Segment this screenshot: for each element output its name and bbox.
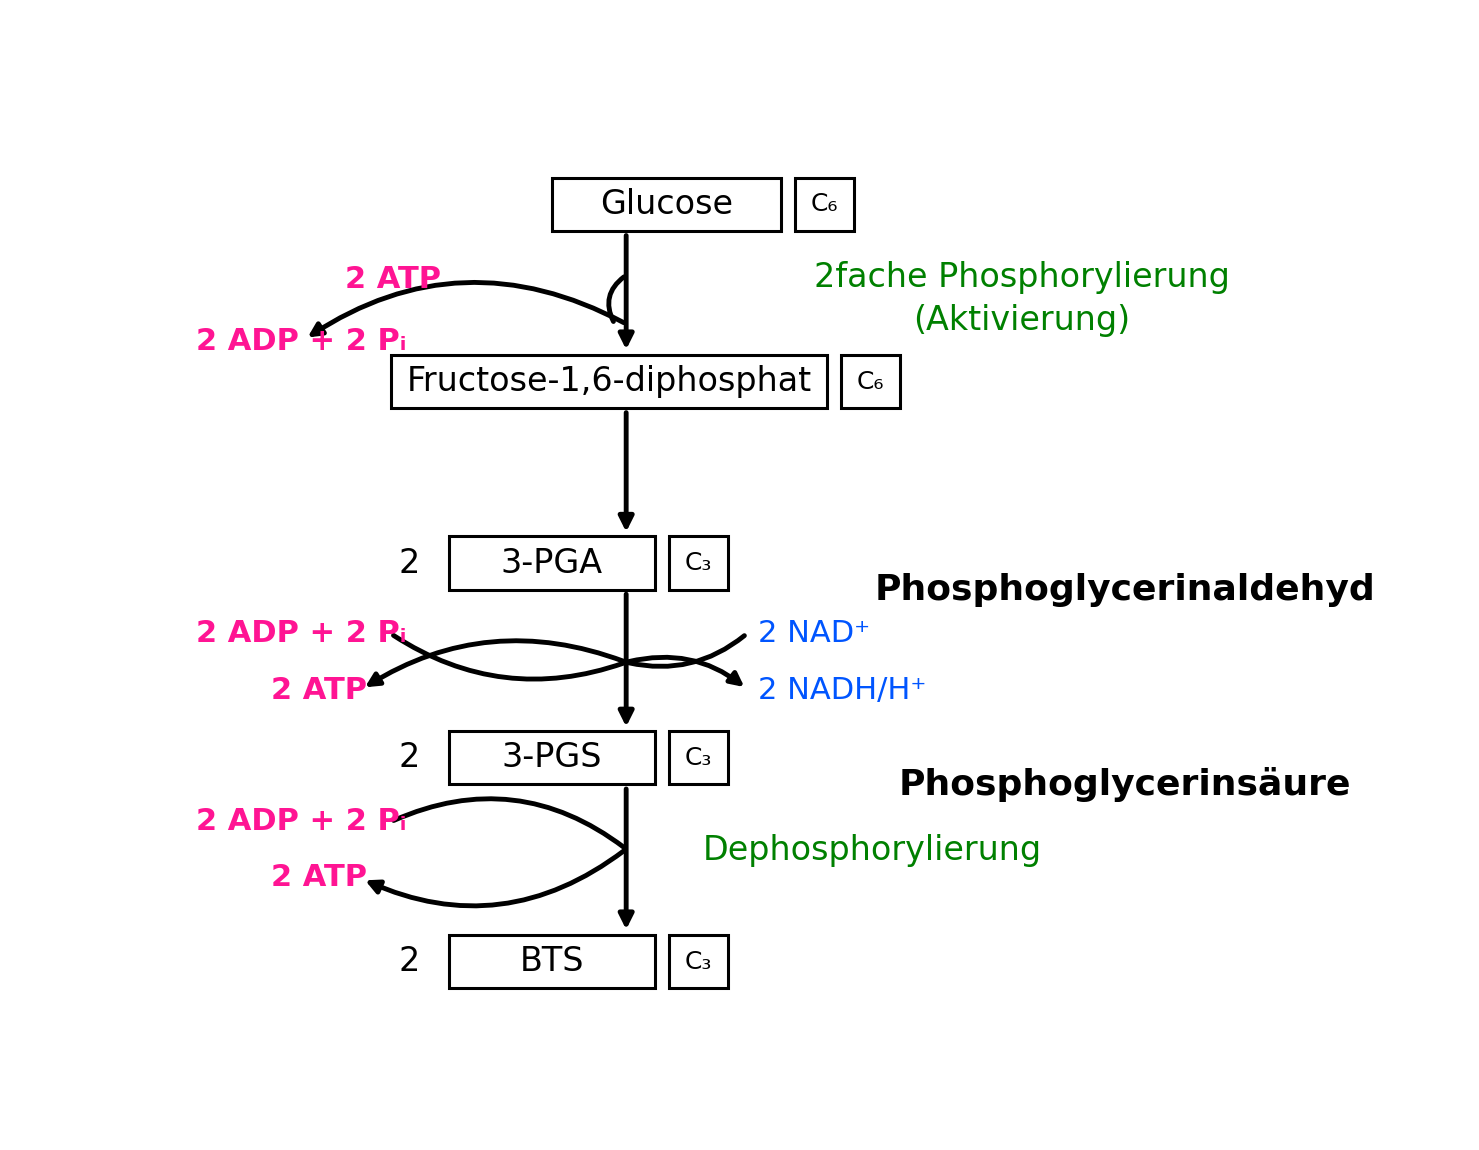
Text: Glucose: Glucose bbox=[600, 187, 732, 221]
Text: C₆: C₆ bbox=[856, 369, 884, 393]
Text: Fructose-1,6-diphosphat: Fructose-1,6-diphosphat bbox=[407, 365, 812, 398]
FancyBboxPatch shape bbox=[390, 355, 827, 408]
Text: 2 ATP: 2 ATP bbox=[345, 266, 441, 294]
Text: C₃: C₃ bbox=[685, 551, 711, 575]
FancyBboxPatch shape bbox=[552, 178, 781, 231]
Text: Dephosphorylierung: Dephosphorylierung bbox=[703, 835, 1043, 867]
Text: 2 ADP + 2 Pᵢ: 2 ADP + 2 Pᵢ bbox=[197, 807, 407, 836]
FancyBboxPatch shape bbox=[448, 935, 655, 988]
Text: Phosphoglycerinaldehyd: Phosphoglycerinaldehyd bbox=[874, 573, 1375, 606]
FancyBboxPatch shape bbox=[669, 935, 728, 988]
Text: 2: 2 bbox=[398, 945, 420, 978]
Text: 2 ADP + 2 Pᵢ: 2 ADP + 2 Pᵢ bbox=[197, 327, 407, 356]
FancyBboxPatch shape bbox=[448, 731, 655, 784]
Text: 2 NADH/H⁺: 2 NADH/H⁺ bbox=[759, 676, 926, 705]
Text: 2 ADP + 2 Pᵢ: 2 ADP + 2 Pᵢ bbox=[197, 620, 407, 649]
FancyBboxPatch shape bbox=[669, 536, 728, 590]
Text: BTS: BTS bbox=[519, 945, 584, 978]
Text: Phosphoglycerinsäure: Phosphoglycerinsäure bbox=[899, 767, 1350, 802]
Text: 2: 2 bbox=[398, 546, 420, 580]
Text: 2fache Phosphorylierung
(Aktivierung): 2fache Phosphorylierung (Aktivierung) bbox=[813, 261, 1229, 337]
Text: 3-PGS: 3-PGS bbox=[501, 742, 602, 774]
Text: C₃: C₃ bbox=[685, 950, 711, 974]
Text: 2 ATP: 2 ATP bbox=[271, 862, 367, 892]
Text: C₃: C₃ bbox=[685, 746, 711, 769]
Text: 3-PGA: 3-PGA bbox=[500, 546, 603, 580]
FancyBboxPatch shape bbox=[448, 536, 655, 590]
Text: C₆: C₆ bbox=[810, 192, 839, 216]
FancyBboxPatch shape bbox=[669, 731, 728, 784]
Text: 2 NAD⁺: 2 NAD⁺ bbox=[759, 620, 870, 649]
FancyBboxPatch shape bbox=[840, 355, 901, 408]
Text: 2: 2 bbox=[398, 742, 420, 774]
FancyBboxPatch shape bbox=[794, 178, 855, 231]
Text: 2 ATP: 2 ATP bbox=[271, 676, 367, 705]
